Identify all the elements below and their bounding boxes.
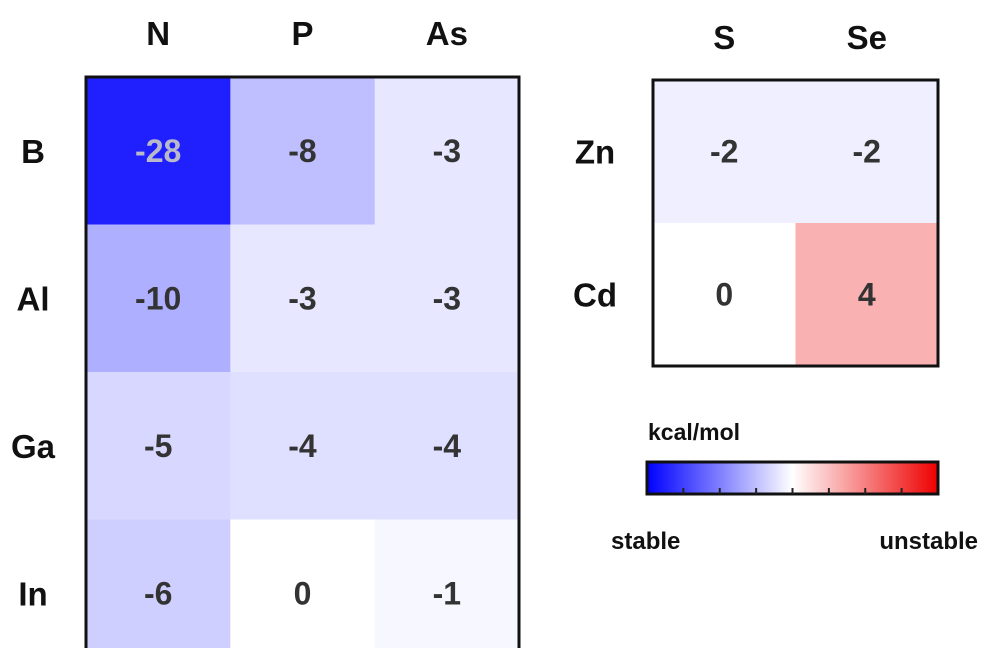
column-label: As <box>426 15 468 52</box>
heatmap-cell <box>230 372 376 521</box>
cell-value-label: -3 <box>433 133 461 169</box>
heatmap-cell <box>230 224 376 373</box>
cell-value-label: -4 <box>288 428 317 464</box>
column-label: S <box>713 19 735 56</box>
heatmap-cell <box>374 519 520 648</box>
column-label: P <box>291 15 313 52</box>
cell-value-label: -5 <box>144 428 172 464</box>
heatmap-cell <box>795 80 939 224</box>
cell-value-label: -2 <box>853 134 881 170</box>
column-label: N <box>146 15 170 52</box>
heatmap-cell <box>795 223 939 367</box>
heatmap-cell <box>86 77 231 226</box>
cell-value-label: 0 <box>294 575 312 611</box>
heatmap-cell <box>86 224 231 373</box>
cell-value-label: -1 <box>433 575 461 611</box>
row-label: In <box>18 575 47 612</box>
cell-value-label: -2 <box>710 134 738 170</box>
heatmap-iii-v: -28 -8 -3 -10 -3 -3 -5 -4 -4 -6 0 -1 N P As B Al Ga In <box>11 15 521 648</box>
heatmap-frame <box>84 75 521 648</box>
heatmap-cell <box>230 77 376 226</box>
heatmap-cell <box>86 519 231 648</box>
row-label: Zn <box>575 134 615 171</box>
cell-value-label: -8 <box>288 133 316 169</box>
cell-value-label: -28 <box>135 133 181 169</box>
cell-value-label: -10 <box>135 280 181 316</box>
colorbar-min-label: stable <box>611 528 680 555</box>
cell-value-label: -6 <box>144 575 172 611</box>
column-label: Se <box>847 19 887 56</box>
cell-value-label: 0 <box>715 277 733 313</box>
heatmap-cell <box>653 223 797 367</box>
row-label: Ga <box>11 428 56 465</box>
cell-value-label: -4 <box>433 428 462 464</box>
row-label: B <box>21 133 45 170</box>
heatmap-cell <box>374 77 520 226</box>
cell-value-label: -3 <box>433 280 461 316</box>
heatmap-cell <box>653 80 797 224</box>
colorbar-max-label: unstable <box>879 528 978 555</box>
cell-value-label: -3 <box>288 280 316 316</box>
colorbar-unit-label: kcal/mol <box>648 419 740 445</box>
colorbar-ticks <box>682 488 903 494</box>
heatmap-ii-vi: -2 -2 0 4 S Se Zn Cd <box>573 19 940 368</box>
heatmap-cell <box>230 519 376 648</box>
heatmap-cell <box>374 224 520 373</box>
cell-value-label: 4 <box>858 277 876 313</box>
row-label: Cd <box>573 277 617 314</box>
heatmap-frame <box>651 78 940 368</box>
heatmap-cell <box>86 372 231 521</box>
colorbar: kcal/mol stable unstable <box>611 419 978 555</box>
row-label: Al <box>17 280 50 317</box>
heatmap-cell <box>374 372 520 521</box>
